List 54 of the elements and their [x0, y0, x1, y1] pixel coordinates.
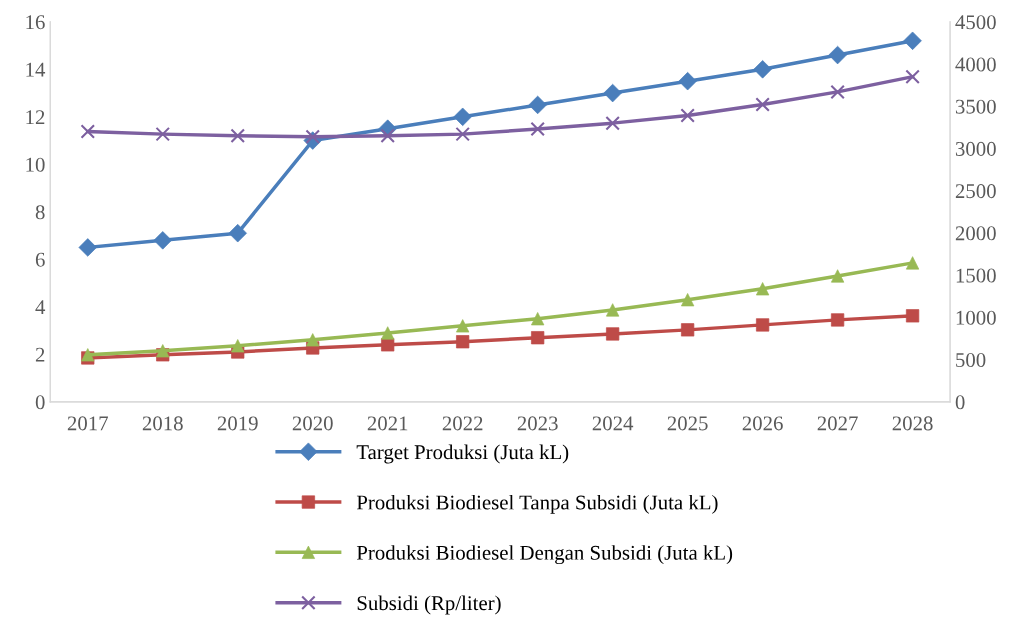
y2-tick-label: 1000 — [956, 310, 996, 325]
y2-tick-label: 0 — [955, 395, 965, 410]
y-tick-label: 12 — [26, 110, 45, 125]
y-tick-label: 2 — [35, 347, 45, 362]
x-tick-label: 2018 — [142, 416, 183, 431]
point — [305, 129, 321, 144]
point — [605, 115, 620, 131]
point — [455, 126, 470, 142]
y2-tick-label: 3500 — [955, 99, 996, 114]
y2-tick-label: 500 — [956, 352, 986, 368]
x-tick-label: 2028 — [892, 416, 933, 431]
y2-tick-label: 1500 — [956, 268, 996, 283]
point — [380, 128, 395, 144]
point — [830, 84, 845, 100]
y2-tick-label: 4000 — [955, 57, 996, 72]
point — [905, 309, 920, 323]
x-tick-label: 2023 — [517, 416, 558, 431]
legend-label: Target Produksi (Juta kL) — [356, 444, 569, 464]
x-tick-label: 2024 — [592, 416, 634, 431]
point — [681, 323, 695, 337]
point — [155, 126, 171, 142]
legend-label: Produksi Biodiesel Tanpa Subsidi (Juta kL) — [356, 494, 718, 514]
y2-tick-label: 4500 — [955, 15, 996, 30]
point — [530, 121, 545, 137]
point — [905, 69, 920, 84]
y-tick-label: 14 — [26, 62, 46, 77]
y-tick-label: 10 — [26, 157, 45, 172]
point — [230, 128, 246, 144]
x-tick-label: 2022 — [442, 416, 483, 431]
point — [755, 97, 770, 112]
x-tick-label: 2020 — [292, 416, 333, 431]
x-tick-label: 2017 — [67, 416, 108, 431]
y-tick-label: 16 — [26, 15, 45, 30]
y-tick-label: 4 — [35, 300, 46, 315]
point — [831, 313, 845, 327]
x-tick-label: 2019 — [217, 416, 258, 431]
y2-tick-label: 3000 — [955, 141, 996, 156]
y-tick-label: 8 — [35, 205, 45, 220]
point — [80, 124, 96, 139]
x-tick-label: 2027 — [817, 416, 858, 431]
x-tick-label: 2025 — [667, 416, 708, 431]
legend-label: Subsidi (Rp/liter) — [357, 595, 501, 615]
point — [678, 72, 697, 91]
point — [78, 238, 97, 257]
x-tick-label: 2026 — [742, 416, 783, 431]
point — [680, 108, 695, 123]
y-tick-label: 0 — [35, 395, 45, 410]
y2-tick-label: 2000 — [955, 226, 996, 241]
legend-label: Produksi Biodiesel Dengan Subsidi (Juta kL) — [356, 545, 733, 565]
point — [456, 335, 470, 349]
x-tick-label: 2021 — [367, 416, 408, 431]
y2-tick-label: 2500 — [955, 184, 996, 199]
y-tick-label: 6 — [35, 252, 45, 267]
point — [828, 45, 847, 65]
